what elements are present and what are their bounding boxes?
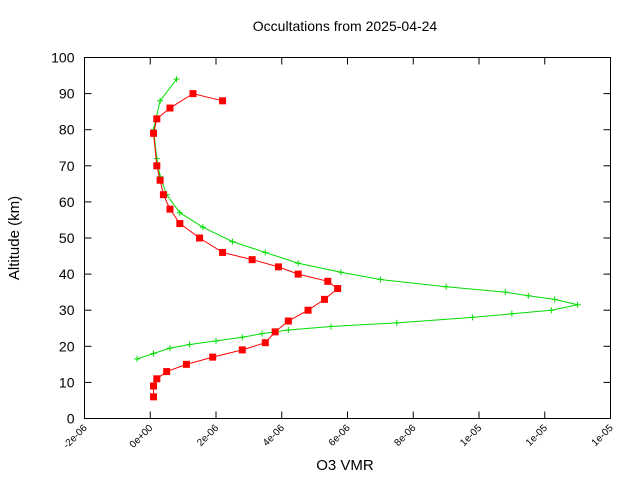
data-point <box>271 328 279 336</box>
chart-title: Occultations from 2025-04-24 <box>253 18 438 34</box>
y-tick-label: 30 <box>59 302 75 318</box>
data-point <box>176 220 184 228</box>
y-tick-label: 100 <box>51 50 75 66</box>
y-tick-label: 50 <box>59 230 75 246</box>
y-tick-label: 10 <box>59 374 75 390</box>
data-point <box>176 209 183 216</box>
data-point <box>328 323 335 330</box>
data-point <box>295 260 302 267</box>
data-point <box>393 319 400 326</box>
data-point <box>166 104 174 112</box>
x-tick-label: 4e-06 <box>261 423 287 449</box>
data-point <box>153 115 161 123</box>
data-point <box>337 269 344 276</box>
data-point <box>261 339 269 347</box>
data-point <box>443 283 450 290</box>
series-line <box>136 78 578 360</box>
y-tick-label: 90 <box>59 86 75 102</box>
data-point <box>186 341 193 348</box>
data-point <box>320 295 328 303</box>
data-point <box>189 90 197 98</box>
series-1 <box>150 90 342 401</box>
data-point <box>262 249 269 256</box>
series-0 <box>134 76 581 362</box>
x-tick-label: 1e-05 <box>524 423 550 449</box>
x-tick-label: 8e-06 <box>393 423 419 449</box>
data-point <box>304 306 312 314</box>
data-point <box>239 334 246 341</box>
data-point <box>574 301 581 308</box>
data-point <box>182 360 190 368</box>
data-point <box>150 129 158 137</box>
data-point <box>209 353 217 361</box>
data-point <box>157 97 164 104</box>
data-point <box>285 327 292 334</box>
data-point <box>153 375 161 383</box>
y-tick-label: 70 <box>59 158 75 174</box>
data-point <box>324 277 332 285</box>
data-point <box>525 292 532 299</box>
data-point <box>551 296 558 303</box>
x-tick-label: 1e-05 <box>458 423 484 449</box>
data-point <box>173 76 180 83</box>
data-point <box>213 337 219 344</box>
data-point <box>134 355 141 362</box>
data-point <box>469 314 476 321</box>
y-tick-label: 80 <box>59 122 75 138</box>
x-tick-label: 2e-06 <box>195 423 221 449</box>
data-point <box>150 350 157 357</box>
data-point <box>502 289 509 296</box>
data-point <box>548 307 555 314</box>
data-point <box>248 256 256 264</box>
x-axis-label: O3 VMR <box>316 457 374 474</box>
x-tick-label: -2e-06 <box>61 423 90 452</box>
data-point <box>334 285 342 293</box>
data-point <box>259 330 266 337</box>
y-axis-label: Altitude (km) <box>6 196 23 280</box>
data-point <box>150 393 158 401</box>
y-tick-label: 40 <box>59 266 75 282</box>
data-point <box>153 162 161 170</box>
data-point <box>163 368 171 376</box>
data-point <box>219 97 227 105</box>
x-tick-label: 0e+00 <box>128 423 156 451</box>
data-point <box>166 345 173 352</box>
data-point <box>377 276 384 283</box>
y-tick-label: 20 <box>59 338 75 354</box>
x-tick-label: 6e-06 <box>327 423 353 449</box>
data-point <box>153 155 160 162</box>
data-point <box>284 317 292 325</box>
data-point <box>150 382 158 390</box>
plot-frame <box>84 57 611 419</box>
data-point <box>219 248 227 256</box>
data-point <box>274 263 282 271</box>
y-tick-label: 60 <box>59 194 75 210</box>
data-point <box>508 310 515 317</box>
data-point <box>196 234 204 242</box>
data-point <box>294 270 302 278</box>
data-point <box>159 191 167 199</box>
data-point <box>199 224 206 231</box>
data-point <box>229 238 236 245</box>
data-point <box>238 346 246 354</box>
x-tick-label: 1e-05 <box>590 423 616 449</box>
data-point <box>156 176 164 184</box>
y-tick-label: 0 <box>67 411 75 427</box>
data-point <box>166 205 174 213</box>
